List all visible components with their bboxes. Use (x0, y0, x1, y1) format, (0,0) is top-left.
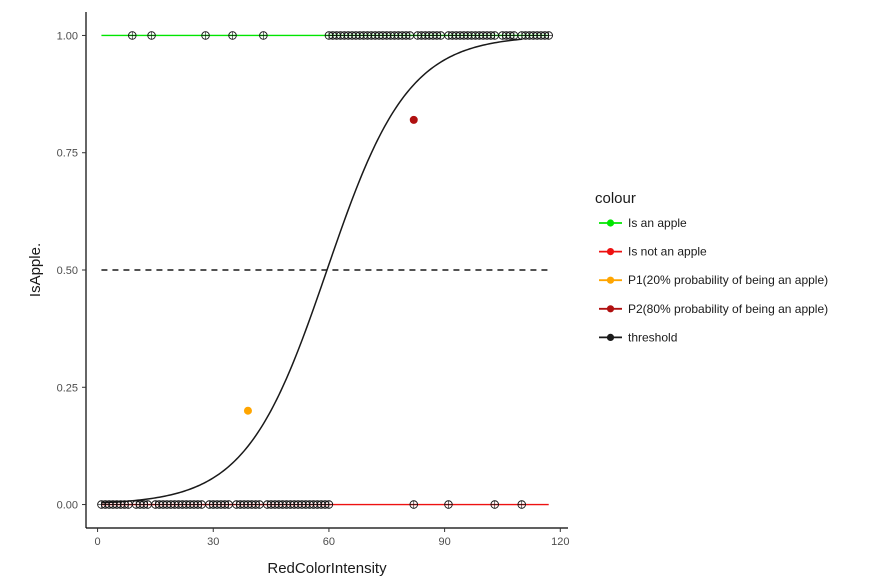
x-axis-title: RedColorIntensity (267, 560, 387, 577)
legend: colour Is an apple Is not an apple P1(20% … (595, 190, 828, 344)
apple-point (490, 31, 499, 40)
legend-item-p2: P2(80% probability of being an apple) (599, 302, 828, 316)
legend-label: Is an apple (628, 216, 687, 230)
x-ticks: 0 30 60 90 120 (95, 528, 569, 548)
x-tick-label: 30 (207, 536, 219, 548)
logistic-curve (101, 38, 522, 504)
legend-key-dot (606, 305, 615, 313)
points-layer (97, 31, 553, 509)
not-apple-point (324, 500, 334, 509)
not-apple-point (124, 500, 133, 509)
legend-item-p1: P1(20% probability of being an apple) (599, 273, 828, 287)
x-tick-label: 90 (438, 536, 450, 548)
plot-area (101, 34, 549, 506)
legend-title: colour (595, 190, 636, 207)
y-ticks: 0.00 0.25 0.50 0.75 1.00 (57, 30, 86, 512)
legend-key-dot (606, 276, 615, 284)
not-apple-point (143, 500, 152, 509)
apple-point (544, 31, 553, 40)
legend-item-apple: Is an apple (599, 216, 687, 230)
apple-point (436, 31, 446, 40)
legend-label: threshold (628, 330, 677, 344)
y-tick-label: 0.75 (57, 148, 78, 160)
apple-point (201, 31, 210, 40)
p1-point (243, 406, 252, 415)
legend-key-dot (606, 333, 615, 341)
apple-point (405, 31, 415, 40)
not-apple-point (517, 500, 526, 509)
legend-key-dot (606, 248, 615, 256)
apple-point (228, 31, 237, 40)
apple-point (259, 31, 268, 40)
legend-key-dot (606, 219, 615, 227)
x-tick-label: 120 (551, 536, 569, 548)
not-apple-point (224, 500, 233, 509)
not-apple-point (197, 500, 206, 509)
not-apple-point (409, 500, 419, 509)
y-tick-label: 0.00 (57, 500, 78, 512)
y-axis-title: IsApple. (27, 243, 44, 297)
y-tick-label: 0.25 (57, 382, 78, 394)
apple-point (147, 31, 156, 40)
x-tick-label: 60 (323, 536, 335, 548)
x-tick-label: 0 (95, 536, 101, 548)
not-apple-point (490, 500, 499, 509)
legend-label: P2(80% probability of being an apple) (628, 302, 828, 316)
y-tick-label: 0.50 (57, 265, 78, 277)
p2-point (409, 115, 418, 124)
y-tick-label: 1.00 (57, 30, 78, 42)
legend-item-not-apple: Is not an apple (599, 245, 707, 259)
legend-label: Is not an apple (628, 245, 707, 259)
legend-label: P1(20% probability of being an apple) (628, 273, 828, 287)
not-apple-point (444, 500, 453, 509)
apple-point (509, 31, 519, 40)
axes: 0.00 0.25 0.50 0.75 1.00 0 30 60 90 120 (57, 12, 569, 548)
apple-point (128, 31, 137, 40)
not-apple-point (255, 500, 264, 509)
legend-item-threshold: threshold (599, 330, 677, 344)
